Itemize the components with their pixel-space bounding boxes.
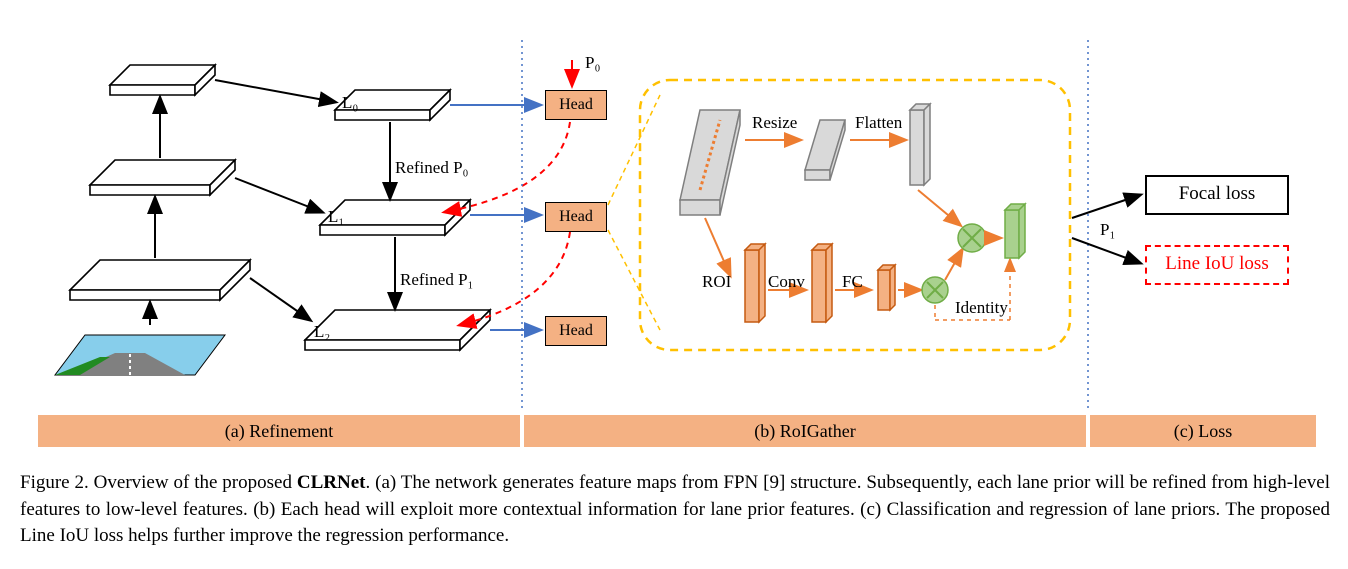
L2-label: L₂ — [314, 322, 330, 342]
refined-p1-label: Refined P₁ — [400, 270, 473, 290]
roi-label: ROI — [702, 272, 731, 292]
fpn-slab-mid — [90, 160, 235, 195]
head-2: Head — [545, 316, 607, 346]
L1-label: L₁ — [328, 207, 344, 227]
fc-label: FC — [842, 272, 863, 292]
conv-label: Conv — [768, 272, 805, 292]
focal-loss-box: Focal loss — [1145, 175, 1289, 215]
p1-label: P₁ — [1100, 220, 1115, 240]
diagram-canvas: { "refinement": { "L0": "L₀", "L1": "L₁"… — [0, 0, 1348, 569]
feature-slab — [680, 110, 740, 215]
flatten-label: Flatten — [855, 113, 902, 133]
head-0: Head — [545, 90, 607, 120]
section-a: (a) Refinement — [38, 415, 520, 447]
figure-caption: Figure 2. Overview of the proposed CLRNe… — [20, 470, 1330, 550]
fpn-slab-top — [110, 65, 215, 95]
L2-slab — [305, 310, 490, 350]
fpn-slab-bot — [70, 260, 250, 300]
section-c: (c) Loss — [1090, 415, 1316, 447]
caption-fig: Figure 2. — [20, 472, 89, 493]
input-image — [55, 335, 225, 375]
caption-bold: CLRNet — [297, 472, 366, 493]
refined-p0-label: Refined P₀ — [395, 158, 468, 178]
L0-label: L₀ — [342, 93, 358, 113]
p0-label: P₀ — [585, 53, 600, 73]
identity-label: Identity — [955, 298, 1008, 318]
section-b: (b) RoIGather — [524, 415, 1086, 447]
resize-label: Resize — [752, 113, 797, 133]
head-1: Head — [545, 202, 607, 232]
lineiou-loss-box: Line IoU loss — [1145, 245, 1289, 285]
caption-l1a: Overview of the proposed — [89, 472, 297, 493]
